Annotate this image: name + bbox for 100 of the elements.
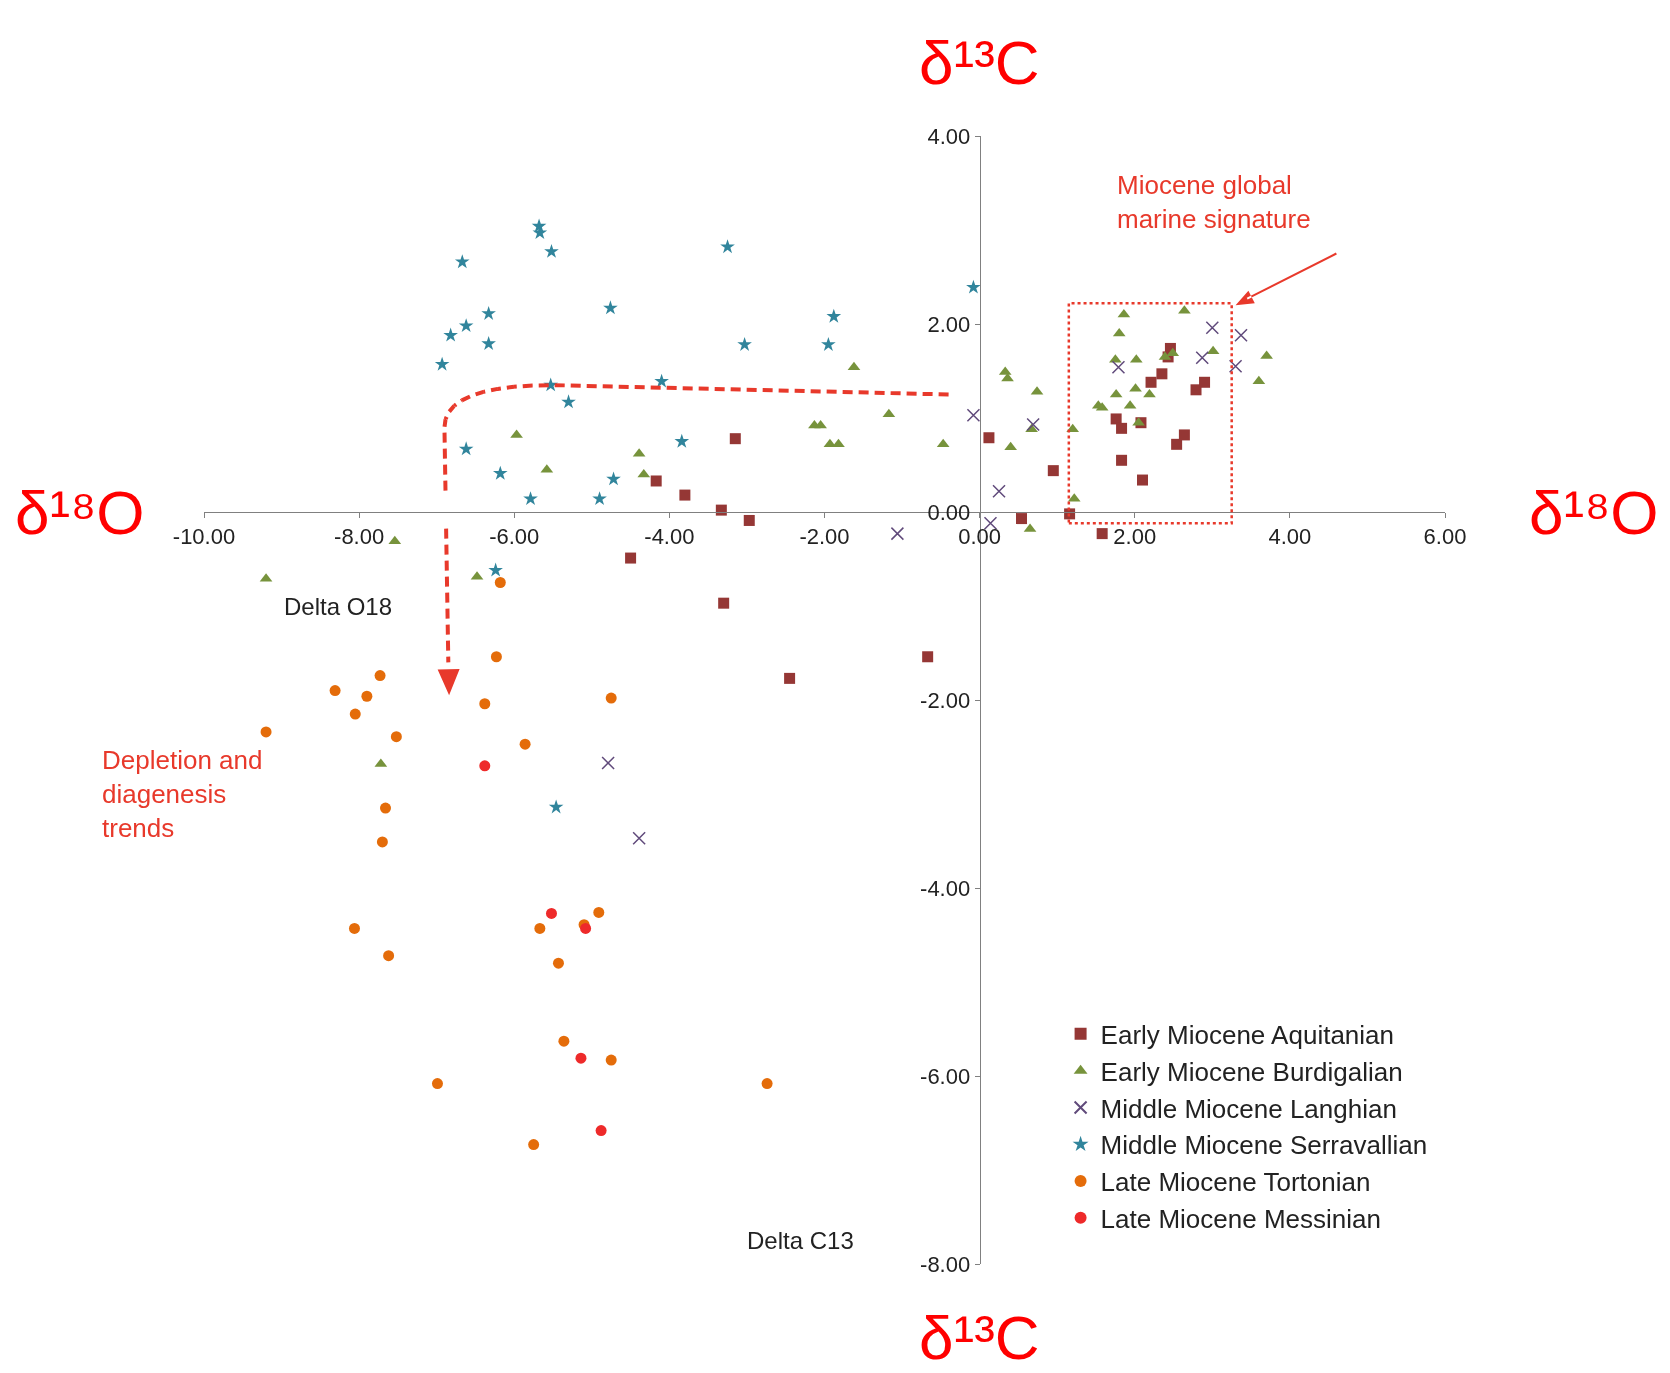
point bbox=[1110, 413, 1122, 425]
point bbox=[606, 471, 621, 486]
x-tick-label: -8.00 bbox=[334, 524, 385, 550]
point bbox=[523, 491, 538, 506]
point bbox=[431, 1078, 443, 1090]
point bbox=[490, 651, 502, 663]
legend-label: Late Miocene Messinian bbox=[1100, 1203, 1381, 1234]
point bbox=[625, 552, 637, 564]
point bbox=[544, 243, 559, 258]
y-tick-label: 4.00 bbox=[927, 123, 971, 149]
point bbox=[494, 577, 506, 588]
point bbox=[390, 731, 402, 743]
point bbox=[593, 906, 605, 918]
point bbox=[552, 957, 564, 969]
point bbox=[1026, 417, 1040, 432]
legend-label: Early Miocene Burdigalian bbox=[1100, 1056, 1403, 1087]
point bbox=[1016, 513, 1028, 525]
y-tick-label: 2.00 bbox=[927, 311, 971, 337]
legend-label: Late Miocene Tortonian bbox=[1100, 1167, 1371, 1198]
x-axis-title: Delta O18 bbox=[284, 593, 393, 620]
x-tick-label: -4.00 bbox=[644, 524, 695, 550]
point bbox=[720, 239, 735, 254]
point bbox=[743, 514, 755, 526]
point bbox=[380, 802, 391, 814]
point bbox=[1195, 351, 1209, 365]
point bbox=[575, 1052, 587, 1064]
y-tick-label: -8.00 bbox=[920, 1251, 971, 1277]
point bbox=[1066, 423, 1080, 433]
point bbox=[488, 562, 503, 577]
point bbox=[1190, 384, 1202, 396]
point bbox=[966, 279, 981, 294]
point bbox=[1112, 327, 1126, 337]
point bbox=[654, 373, 669, 388]
point bbox=[1156, 368, 1168, 380]
point bbox=[601, 756, 615, 770]
point bbox=[761, 1078, 773, 1090]
point bbox=[443, 327, 458, 342]
point bbox=[826, 308, 842, 323]
x-tick-label: 4.00 bbox=[1268, 524, 1312, 550]
point bbox=[1252, 375, 1266, 385]
point bbox=[936, 438, 950, 448]
point bbox=[454, 254, 470, 269]
point bbox=[890, 526, 905, 541]
point bbox=[534, 922, 546, 934]
y-tick-label: -2.00 bbox=[920, 687, 971, 713]
point bbox=[329, 685, 341, 697]
point bbox=[548, 799, 564, 814]
point bbox=[1171, 438, 1183, 450]
point bbox=[784, 672, 796, 684]
legend-label: Middle Miocene Serravallian bbox=[1100, 1130, 1428, 1161]
point bbox=[1205, 321, 1220, 335]
point bbox=[1111, 360, 1126, 374]
point bbox=[1116, 454, 1128, 466]
point bbox=[479, 698, 491, 710]
point bbox=[718, 597, 730, 609]
point bbox=[992, 484, 1006, 499]
legend-label: Early Miocene Aquitanian bbox=[1100, 1019, 1394, 1050]
point bbox=[1047, 465, 1059, 477]
point bbox=[605, 1054, 617, 1066]
point bbox=[592, 491, 607, 506]
x-tick-label: -6.00 bbox=[489, 524, 540, 550]
point bbox=[595, 1125, 607, 1137]
point bbox=[1228, 359, 1243, 374]
point bbox=[458, 318, 474, 333]
x-tick-label: -2.00 bbox=[799, 524, 850, 550]
point bbox=[458, 441, 474, 456]
point bbox=[674, 433, 690, 448]
point bbox=[650, 475, 662, 487]
point bbox=[715, 504, 727, 516]
point bbox=[361, 690, 373, 702]
point bbox=[519, 738, 531, 750]
annotation: Depletion and diagenesis trends bbox=[102, 745, 263, 843]
point bbox=[561, 394, 576, 409]
x-tick-label: -10.00 bbox=[172, 524, 236, 550]
point bbox=[545, 907, 557, 919]
point bbox=[1178, 429, 1190, 441]
point bbox=[376, 836, 388, 848]
text: δ¹⁸O bbox=[15, 478, 145, 547]
point bbox=[1234, 328, 1248, 343]
point bbox=[481, 305, 496, 320]
point bbox=[1137, 474, 1149, 486]
point bbox=[481, 336, 496, 350]
point bbox=[528, 1139, 540, 1151]
point bbox=[1145, 376, 1157, 388]
point bbox=[737, 336, 752, 351]
point bbox=[479, 760, 491, 772]
point bbox=[605, 692, 617, 704]
point bbox=[603, 300, 618, 315]
x-tick-label: 2.00 bbox=[1113, 524, 1157, 550]
point bbox=[637, 468, 651, 478]
point bbox=[260, 726, 272, 738]
y-tick-label: -4.00 bbox=[920, 875, 971, 901]
point bbox=[558, 1035, 570, 1047]
point bbox=[821, 336, 836, 351]
text: δ¹³C bbox=[919, 1303, 1040, 1372]
point bbox=[492, 465, 508, 480]
point bbox=[348, 922, 360, 934]
point bbox=[922, 651, 934, 663]
point bbox=[434, 356, 450, 371]
point bbox=[1206, 345, 1220, 355]
